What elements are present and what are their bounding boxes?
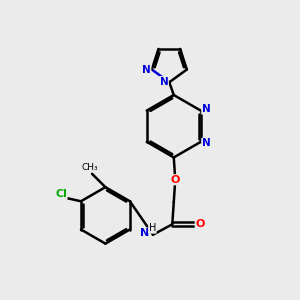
Text: N: N (202, 104, 211, 114)
Text: N: N (202, 138, 211, 148)
Text: N: N (160, 76, 168, 87)
Text: CH₃: CH₃ (81, 163, 98, 172)
Text: O: O (195, 219, 205, 229)
Text: H: H (149, 223, 156, 233)
Text: Cl: Cl (55, 189, 67, 199)
Text: N: N (142, 64, 151, 74)
Text: O: O (171, 175, 180, 185)
Text: N: N (140, 228, 149, 238)
